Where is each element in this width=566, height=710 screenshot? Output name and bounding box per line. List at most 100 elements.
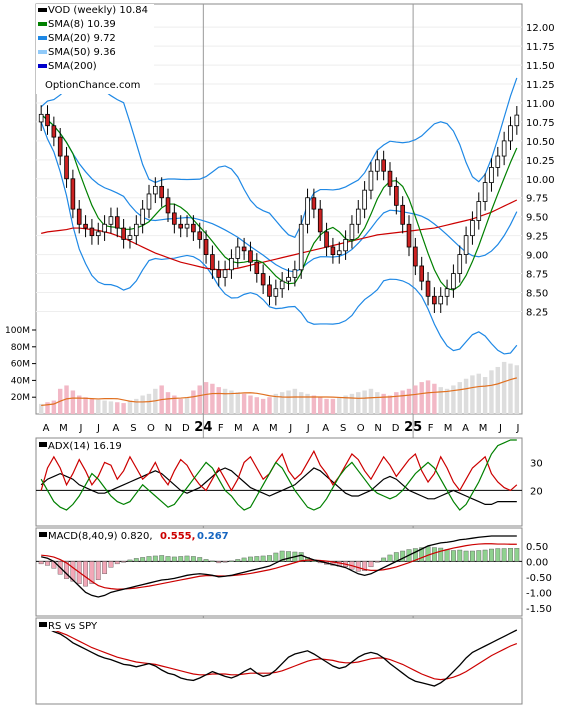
watermark: OptionChance.com (45, 80, 140, 91)
candle-up (279, 280, 285, 290)
volume-bar (406, 388, 412, 414)
volume-bar (356, 392, 361, 414)
macd-histogram-bar (146, 556, 152, 562)
rs-average-line (41, 625, 518, 681)
candle-down (197, 231, 203, 240)
price-tick-label: 11.00 (526, 99, 555, 110)
macd-line (41, 535, 517, 598)
macd-tick-label: 0.00 (526, 557, 548, 568)
volume-bar (64, 385, 69, 414)
volume-bar (51, 400, 57, 414)
volume-tick-label: 80M (11, 343, 30, 353)
candle-up (146, 193, 152, 210)
candle-up (470, 220, 475, 237)
macd-histogram-bar (387, 554, 393, 562)
month-label: A (252, 423, 259, 434)
volume-bar (235, 392, 240, 414)
month-label: M (269, 423, 278, 434)
volume-tick-label: 100M (5, 326, 30, 336)
volume-bar (134, 398, 139, 414)
adx-content: 30 20 (36, 439, 543, 511)
candle-up (108, 216, 114, 225)
price-tick-label: 8.50 (526, 289, 548, 300)
volume-average-line (41, 377, 517, 407)
macd-histogram-bar (362, 561, 368, 572)
macd-histogram-bar (108, 561, 114, 568)
macd-histogram-bar (197, 557, 203, 562)
legend-sma200: SMA(200) (48, 61, 97, 72)
volume-bar (337, 397, 342, 414)
candle-up (153, 185, 158, 195)
price-tick-label: 9.25 (526, 232, 548, 243)
volume-bar (267, 397, 272, 414)
candle-up (508, 125, 513, 142)
volume-bar (514, 365, 520, 414)
month-label: M (234, 423, 243, 434)
volume-bar (45, 402, 50, 414)
volume-bar (38, 403, 44, 414)
candle-down (413, 246, 418, 267)
volume-bar (127, 400, 133, 414)
candle-down (172, 212, 177, 225)
candle-up (457, 254, 463, 274)
candle-up (368, 170, 374, 191)
candle-down (216, 269, 222, 278)
candle-down (432, 295, 437, 305)
month-label: A (113, 423, 120, 434)
macd-label: MACD(8,40,9) 0.820, (48, 531, 153, 542)
candle-up (38, 113, 44, 123)
volume-bar (330, 398, 336, 414)
legend-swatch-sma8 (38, 22, 47, 26)
macd-histogram-bar (102, 561, 108, 574)
volume-bar (324, 398, 329, 414)
macd-histogram-bar (70, 561, 76, 582)
month-label: J (78, 423, 82, 434)
volume-tick-label: 60M (11, 360, 30, 370)
rs-content (40, 623, 518, 687)
month-label: 25 (404, 420, 422, 435)
adx-series-2 (40, 439, 517, 511)
macd-tick-label: -1.00 (526, 588, 552, 599)
adx-label: ADX(14) 16.19 (48, 441, 122, 452)
volume-bar (305, 393, 310, 414)
legend-sma20: SMA(20) 9.72 (48, 33, 116, 44)
volume-bar (419, 382, 424, 414)
candle-up (292, 269, 298, 278)
month-label: D (392, 423, 400, 434)
month-label: J (306, 423, 310, 434)
candle-down (324, 231, 329, 248)
volume-bar (362, 390, 367, 414)
macd-histogram-bar (222, 561, 228, 563)
macd-histogram-bar (279, 550, 285, 562)
candle-down (121, 227, 126, 240)
volume-bar (197, 385, 202, 414)
rs-label: RS vs SPY (48, 621, 98, 632)
candle-down (89, 227, 95, 237)
volume-bar (457, 382, 462, 414)
macd-content: 0.50 0.00 -0.50 -1.00 -1.50 (36, 535, 552, 615)
candle-down (51, 125, 57, 138)
macd-histogram-bar (95, 561, 101, 580)
macd-histogram-bar (140, 557, 146, 562)
volume-bar (203, 382, 209, 414)
macd-histogram-bar (463, 550, 469, 562)
volume-bar (241, 393, 247, 414)
price-tick-label: 8.25 (526, 307, 548, 318)
macd-histogram-bar (438, 547, 444, 562)
adx-series-1 (40, 449, 518, 492)
volume-bar (495, 366, 501, 414)
volume-axis: 100M 80M 60M 40M 20M (5, 326, 36, 403)
price-tick-label: 9.50 (526, 213, 548, 224)
price-tick-label: 11.75 (526, 42, 555, 53)
bollinger-upper (40, 77, 518, 239)
price-tick-label: 9.00 (526, 251, 548, 262)
legend-swatch-price (38, 8, 47, 12)
candle-down (406, 223, 412, 248)
volume-bar (292, 388, 298, 414)
month-label: A (43, 423, 50, 434)
macd-histogram-bar (235, 559, 241, 562)
macd-histogram-bar (311, 560, 317, 562)
volume-bar (444, 388, 450, 414)
candle-down (76, 208, 82, 225)
macd-histogram-bar (229, 560, 234, 562)
